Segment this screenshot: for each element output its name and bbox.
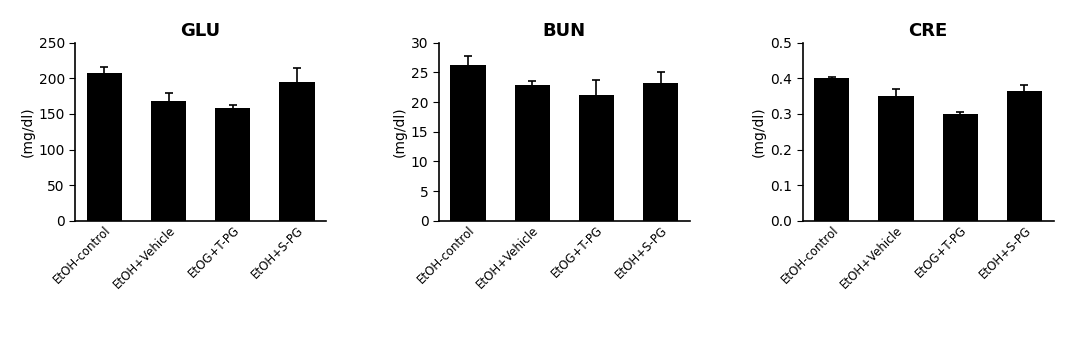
- Bar: [943, 114, 978, 221]
- Title: CRE: CRE: [908, 22, 948, 40]
- Bar: [450, 65, 486, 221]
- Y-axis label: (mg/dl): (mg/dl): [20, 106, 34, 157]
- Bar: [151, 101, 186, 221]
- Bar: [814, 78, 849, 221]
- Y-axis label: (mg/dl): (mg/dl): [752, 106, 766, 157]
- Y-axis label: (mg/dl): (mg/dl): [392, 106, 406, 157]
- Bar: [643, 83, 678, 221]
- Bar: [280, 82, 315, 221]
- Bar: [1007, 91, 1042, 221]
- Title: BUN: BUN: [543, 22, 586, 40]
- Bar: [215, 108, 250, 221]
- Bar: [878, 96, 914, 221]
- Bar: [87, 73, 121, 221]
- Title: GLU: GLU: [181, 22, 220, 40]
- Bar: [515, 85, 550, 221]
- Bar: [578, 95, 614, 221]
